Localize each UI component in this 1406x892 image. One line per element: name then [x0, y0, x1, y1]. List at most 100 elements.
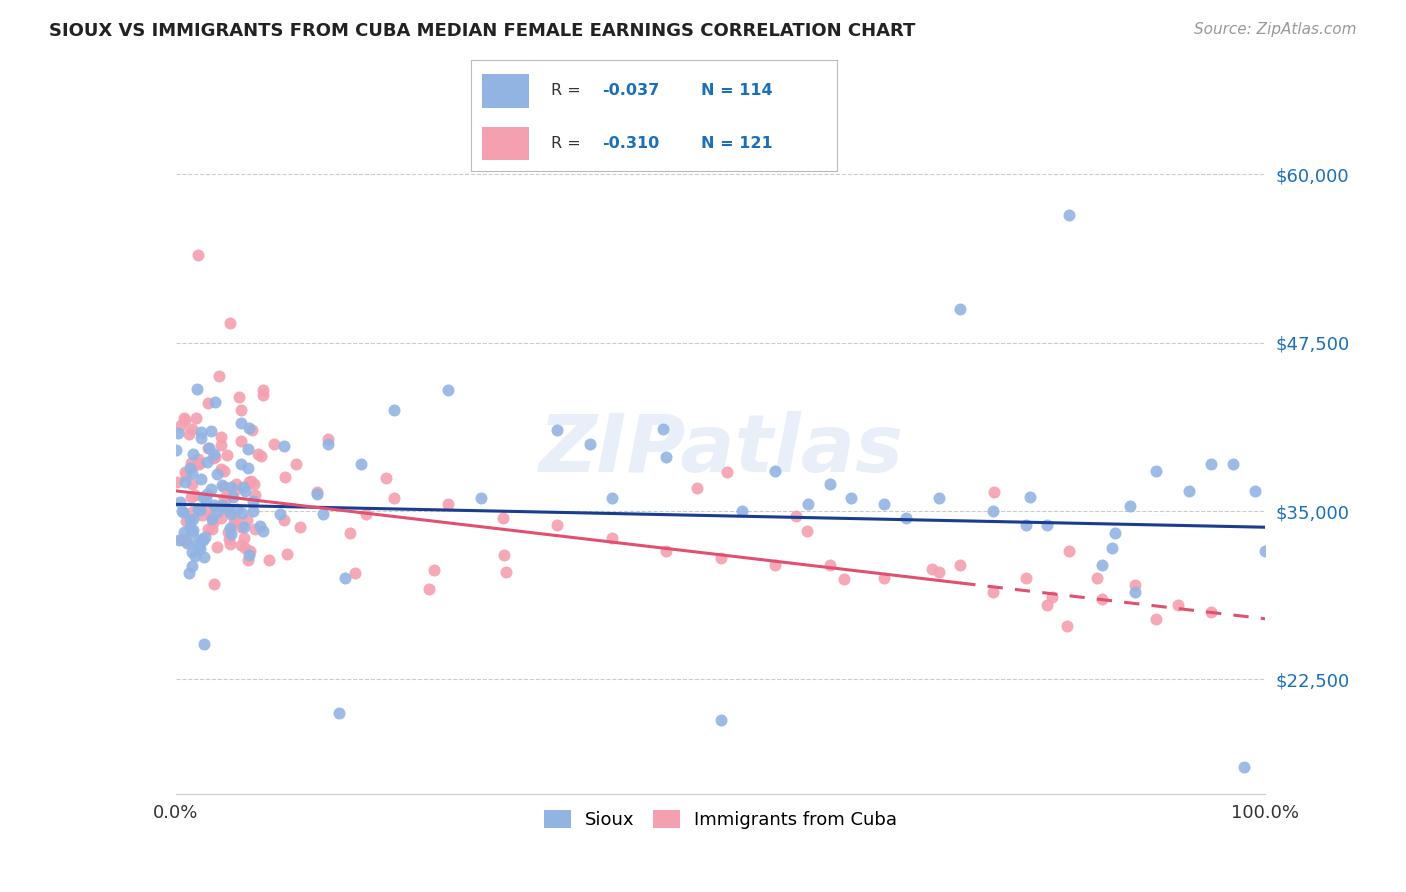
Point — [276, 547, 298, 561]
Point — [233, 484, 256, 499]
Point — [269, 507, 291, 521]
Point — [374, 471, 396, 485]
Point — [209, 511, 232, 525]
Point — [232, 480, 254, 494]
Point — [600, 531, 623, 545]
Point — [174, 465, 197, 479]
Point — [470, 491, 492, 505]
Point — [949, 301, 972, 316]
Point — [832, 572, 855, 586]
Point — [231, 506, 253, 520]
Legend: Sioux, Immigrants from Cuba: Sioux, Immigrants from Cuba — [537, 803, 904, 837]
Point — [1232, 760, 1256, 774]
Point — [172, 505, 194, 519]
Point — [170, 504, 193, 518]
Point — [921, 562, 943, 576]
Text: Source: ZipAtlas.com: Source: ZipAtlas.com — [1194, 22, 1357, 37]
Point — [191, 533, 214, 547]
Point — [174, 534, 197, 549]
Point — [716, 465, 738, 479]
Point — [187, 451, 209, 466]
Point — [600, 491, 623, 505]
Point — [229, 457, 252, 471]
Point — [201, 522, 224, 536]
Point — [190, 532, 212, 546]
Point — [1085, 571, 1108, 585]
Text: ZIPatlas: ZIPatlas — [538, 411, 903, 490]
Point — [437, 497, 460, 511]
Point — [240, 423, 263, 437]
Point — [226, 501, 249, 516]
Point — [215, 491, 238, 506]
Point — [1243, 483, 1265, 498]
Point — [181, 523, 204, 537]
Point — [225, 513, 247, 527]
Point — [186, 458, 208, 472]
Point — [238, 442, 260, 456]
Point — [188, 539, 211, 553]
Point — [190, 425, 212, 440]
Point — [200, 483, 222, 497]
Point — [1199, 605, 1222, 619]
Point — [873, 497, 896, 511]
Point — [186, 411, 208, 425]
Point — [949, 558, 972, 572]
Point — [176, 468, 198, 483]
Point — [180, 558, 202, 573]
Text: R =: R = — [551, 84, 586, 98]
Point — [710, 713, 733, 727]
Point — [252, 524, 274, 539]
Point — [201, 516, 224, 530]
Point — [1057, 544, 1080, 558]
Point — [184, 488, 207, 502]
Point — [1144, 612, 1167, 626]
Point — [218, 521, 240, 535]
Point — [165, 443, 187, 458]
Point — [273, 513, 295, 527]
Point — [655, 450, 678, 465]
Point — [492, 510, 515, 524]
Point — [200, 424, 222, 438]
Point — [218, 504, 240, 518]
Point — [211, 477, 233, 491]
Point — [194, 529, 217, 543]
Point — [339, 525, 361, 540]
Point — [197, 522, 219, 536]
Point — [418, 582, 440, 596]
Point — [183, 549, 205, 564]
Point — [231, 538, 253, 552]
Point — [238, 475, 260, 489]
Point — [686, 482, 709, 496]
Text: -0.310: -0.310 — [603, 136, 659, 151]
Point — [197, 501, 219, 516]
Point — [212, 491, 235, 506]
Point — [205, 505, 228, 519]
Point — [235, 513, 257, 527]
Point — [239, 544, 262, 558]
Point — [257, 553, 280, 567]
Point — [180, 456, 202, 470]
Point — [174, 475, 197, 490]
Point — [796, 497, 818, 511]
Point — [229, 434, 252, 449]
Point — [187, 457, 209, 471]
Point — [180, 505, 202, 519]
Point — [195, 455, 218, 469]
Point — [233, 531, 256, 545]
Point — [180, 490, 202, 504]
Point — [1091, 591, 1114, 606]
Point — [233, 541, 256, 556]
Point — [243, 488, 266, 502]
Point — [651, 422, 673, 436]
Point — [710, 551, 733, 566]
Point — [176, 536, 198, 550]
Point — [1167, 599, 1189, 613]
Point — [205, 467, 228, 481]
Point — [179, 512, 201, 526]
Point — [217, 501, 239, 516]
Point — [1119, 499, 1142, 513]
Point — [181, 545, 204, 559]
Point — [307, 487, 329, 501]
Point — [193, 637, 215, 651]
Point — [195, 486, 218, 500]
